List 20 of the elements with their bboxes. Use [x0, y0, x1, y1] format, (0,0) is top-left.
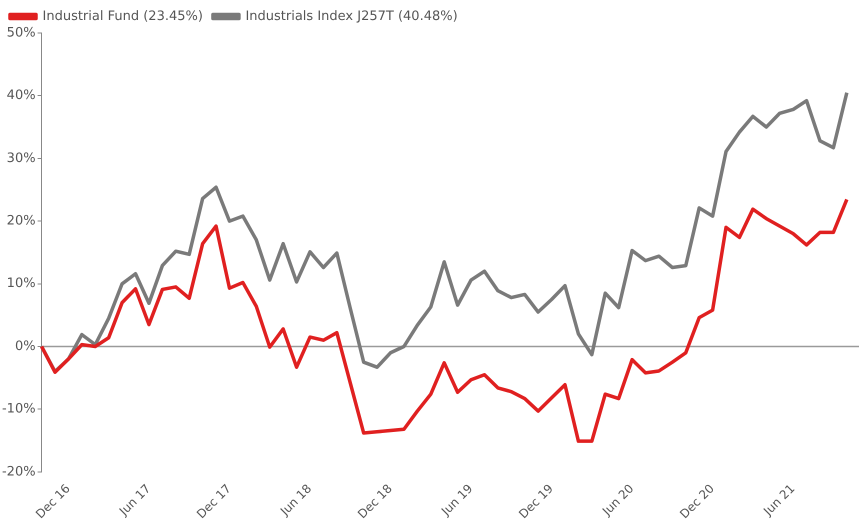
y-tick-label: -10%: [2, 402, 36, 417]
legend-label: Industrials Index J257T (40.48%): [245, 8, 458, 24]
x-tick-label: Dec 18: [355, 481, 395, 522]
x-tick-label: Jun 20: [599, 481, 636, 519]
x-tick-label: Dec 17: [194, 481, 234, 522]
x-tick-label: Jun 19: [438, 481, 476, 519]
y-tick-label: 20%: [6, 213, 36, 228]
x-tick-label: Dec 19: [516, 481, 556, 522]
y-tick-label: -20%: [2, 464, 36, 480]
legend-label: Industrial Fund (23.45%): [42, 8, 203, 24]
y-tick-label: 10%: [6, 276, 36, 292]
x-tick-label: Dec 16: [32, 481, 73, 522]
y-tick-label: 30%: [6, 150, 36, 166]
x-tick-label: Dec 20: [677, 481, 717, 522]
y-tick-label: 0%: [14, 338, 36, 354]
y-tick-label: 40%: [6, 88, 36, 104]
x-tick-label: Jun 17: [116, 481, 154, 519]
x-tick-label: Jun 18: [276, 481, 314, 519]
x-tick-label: Jun 21: [760, 481, 798, 519]
y-tick-label: 50%: [6, 25, 36, 40]
